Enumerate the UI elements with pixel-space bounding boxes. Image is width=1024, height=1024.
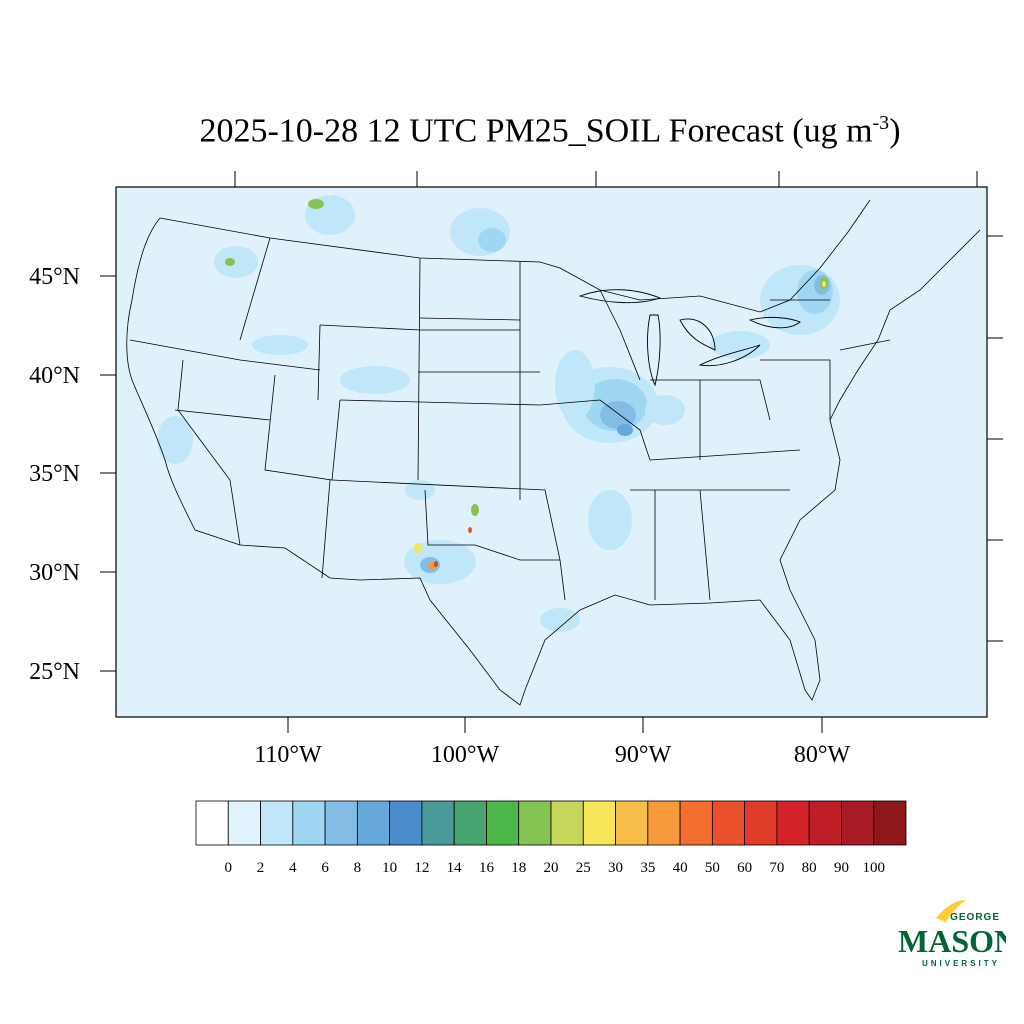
colorbar-label: 20 — [544, 860, 559, 876]
colorbar-label: 30 — [608, 860, 623, 876]
colorbar-swatch — [615, 800, 649, 846]
colorbar-swatch — [389, 800, 423, 846]
colorbar-swatch — [324, 800, 358, 846]
colorbar-swatch — [841, 800, 875, 846]
colorbar-swatch — [679, 800, 713, 846]
logo-swoosh — [936, 900, 966, 922]
colorbar-swatch — [260, 800, 294, 846]
colorbar-label: 90 — [834, 860, 849, 876]
map-frame — [115, 186, 988, 718]
colorbar-swatch — [582, 800, 616, 846]
colorbar-swatch — [808, 800, 842, 846]
colorbar-label: 2 — [257, 860, 265, 876]
lon-label: 110°W — [254, 742, 322, 768]
colorbar-swatch — [518, 800, 552, 846]
great-lakes — [578, 289, 801, 387]
colorbar-swatch — [744, 800, 778, 846]
colorbar-label: 25 — [576, 860, 591, 876]
lon-label: 80°W — [794, 742, 851, 768]
lon-label: 90°W — [615, 742, 672, 768]
colorbar-label: 16 — [479, 860, 495, 876]
colorbar-label: 100 — [862, 860, 885, 876]
colorbar-swatch — [195, 800, 229, 846]
lat-label: 40°N — [29, 363, 80, 389]
title-text: 2025-10-28 12 UTC PM25_SOIL Forecast (ug… — [199, 112, 873, 150]
tick-marks — [100, 171, 1003, 733]
logo-text-university: UNIVERSITY — [922, 959, 1000, 968]
colorbar-label: 40 — [673, 860, 688, 876]
lat-label: 45°N — [29, 264, 80, 290]
lat-label: 25°N — [29, 659, 80, 685]
logo-text-mason: MASON — [898, 923, 1006, 959]
george-mason-logo: GEORGE MASON UNIVERSITY — [898, 900, 1006, 968]
colorbar-label: 8 — [354, 860, 362, 876]
colorbar-swatch — [292, 800, 326, 846]
colorbar-swatch — [356, 800, 391, 846]
title-close: ) — [889, 112, 901, 150]
title-unit-exponent: -3 — [872, 112, 890, 134]
plot-title: 2025-10-28 12 UTC PM25_SOIL Forecast (ug… — [0, 112, 1024, 150]
colorbar-label: 0 — [225, 860, 233, 876]
colorbar-label: 14 — [447, 860, 463, 876]
colorbar-labels: 0 2 4 6 8 10 12 14 16 18 20 25 30 35 40 50 60 70 80 90 100 — [225, 860, 885, 876]
colorbar-swatch — [550, 800, 584, 846]
colorbar — [195, 800, 907, 846]
colorbar-label: 70 — [769, 860, 784, 876]
colorbar-label: 12 — [414, 860, 429, 876]
colorbar-label: 4 — [289, 860, 297, 876]
colorbar-label: 6 — [321, 860, 329, 876]
colorbar-label: 35 — [640, 860, 655, 876]
colorbar-swatch — [776, 800, 810, 846]
logo-text-george: GEORGE — [950, 912, 1000, 923]
colorbar-swatch — [453, 800, 487, 846]
colorbar-swatch — [421, 800, 455, 846]
longitude-labels: 110°W 100°W 90°W 80°W — [254, 742, 850, 768]
latitude-labels: 45°N 40°N 35°N 30°N 25°N — [29, 264, 80, 685]
lon-label: 100°W — [431, 742, 500, 768]
colorbar-label: 60 — [737, 860, 752, 876]
colorbar-swatch — [711, 800, 746, 846]
boundaries — [126, 199, 981, 706]
colorbar-label: 80 — [802, 860, 817, 876]
colorbar-swatch — [647, 800, 681, 846]
colorbar-swatch — [486, 800, 520, 846]
colorbar-swatch — [227, 800, 261, 846]
lat-label: 35°N — [29, 461, 80, 487]
colorbar-label: 18 — [511, 860, 526, 876]
colorbar-swatch — [873, 800, 907, 846]
colorbar-label: 50 — [705, 860, 720, 876]
colorbar-label: 10 — [382, 860, 397, 876]
lat-label: 30°N — [29, 560, 80, 586]
